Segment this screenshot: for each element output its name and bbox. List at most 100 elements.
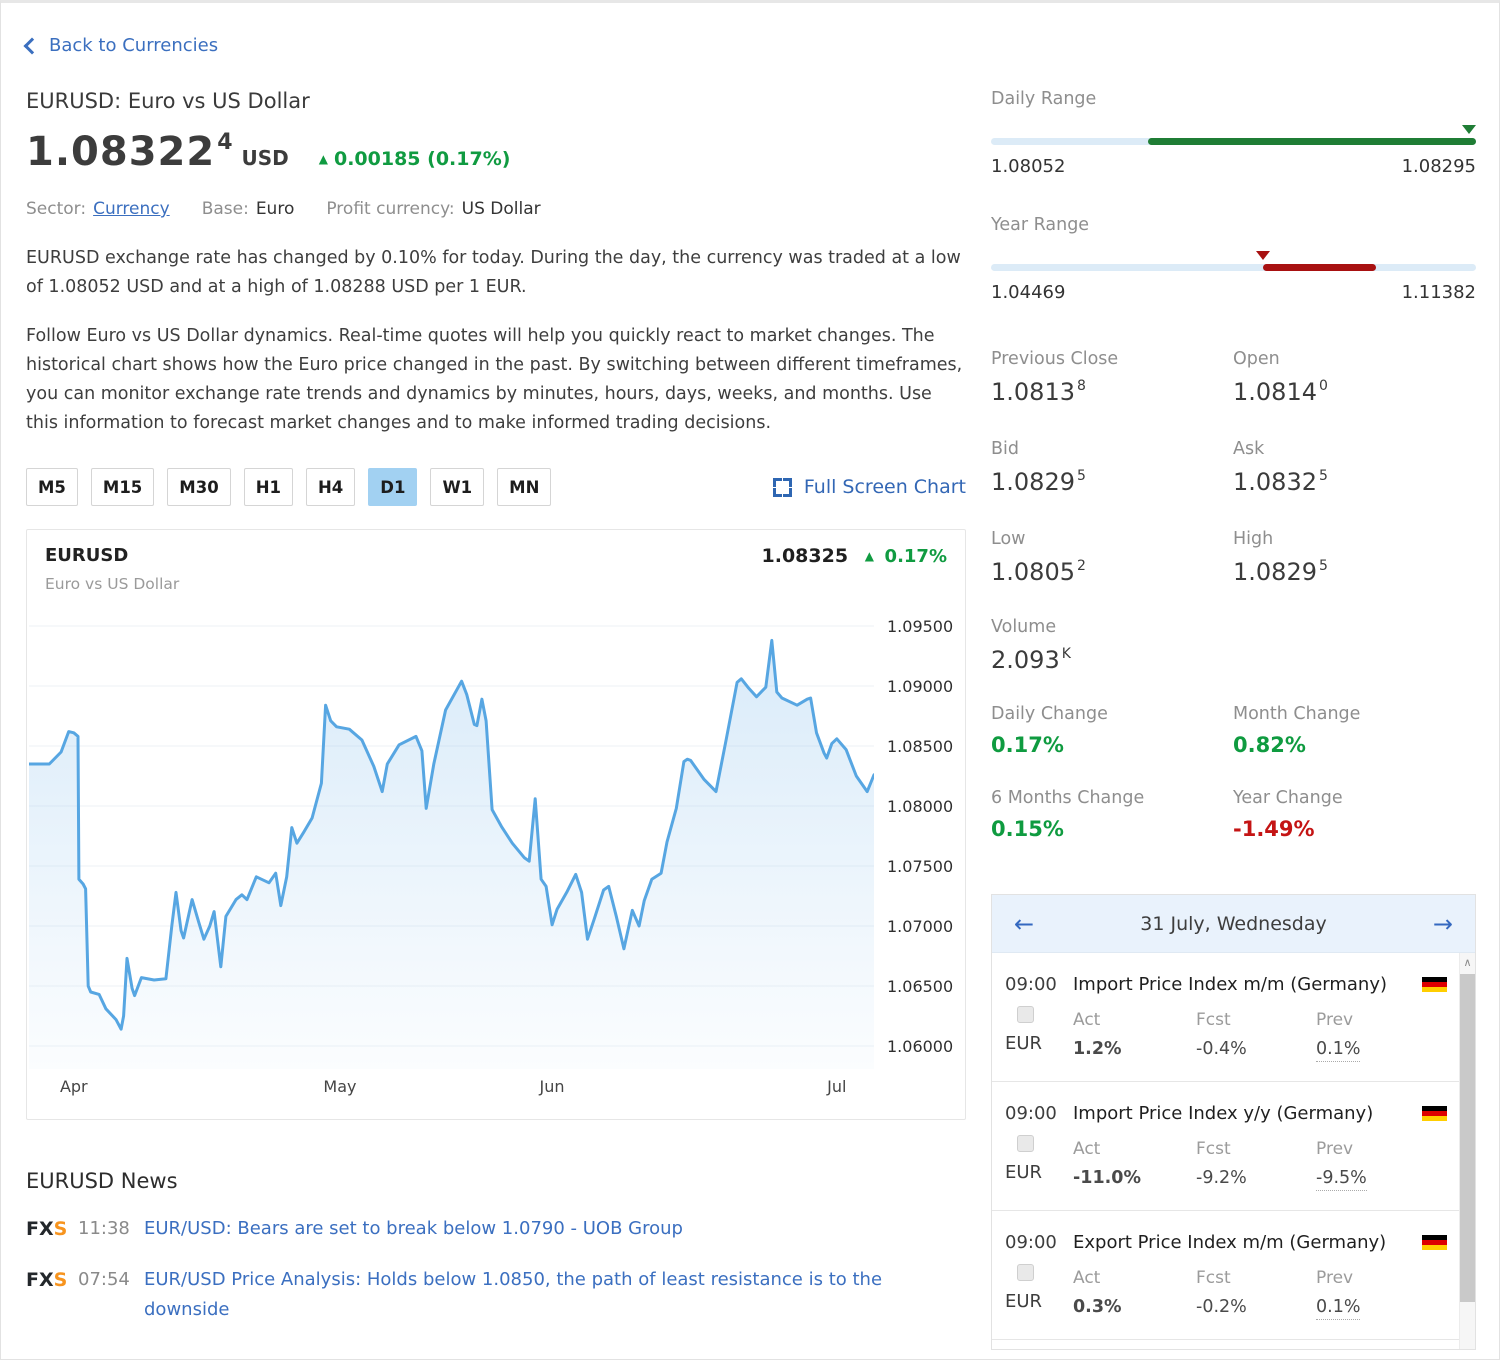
timeframe-button-h4[interactable]: H4	[305, 468, 356, 506]
timeframe-toolbar: M5 M15 M30 H1 H4 D1 W1 MN Full Screen Chart	[26, 468, 966, 506]
y-axis-label: 1.06500	[887, 977, 954, 996]
calendar-event-row: 09:00 EUR Export Price Index m/m (Germany)…	[992, 1211, 1459, 1340]
event-currency: EUR	[1005, 1291, 1043, 1312]
stat-label: Volume	[991, 617, 1057, 637]
calendar-event-list: 09:00 EUR Import Price Index m/m (Germany)…	[992, 953, 1475, 1349]
event-checkbox[interactable]	[1017, 1264, 1034, 1281]
change-cell: Daily Change 0.17%	[991, 704, 1233, 757]
daily-range-slider	[991, 125, 1476, 145]
news-item: FXS 11:38 EUR/USD: Bears are set to break …	[26, 1214, 966, 1244]
year-range-low: 1.04469	[991, 282, 1066, 303]
event-actual-value: 0.3%	[1073, 1297, 1122, 1317]
daily-range-marker-icon	[1461, 125, 1476, 134]
event-body: Import Price Index m/m (Germany) Act Fcst P…	[1073, 974, 1453, 1062]
calendar-event-row: 09:00 EUR Import Price Index y/y (Germany)…	[992, 1082, 1459, 1211]
meta-sector: Sector: Currency	[26, 199, 170, 219]
daily-range-high: 1.08295	[1401, 156, 1476, 177]
sector-link[interactable]: Currency	[93, 199, 170, 219]
event-col-header: Fcst	[1196, 1139, 1231, 1159]
event-meta: 09:00 EUR	[1005, 1232, 1073, 1317]
stat-cell: Previous Close 1.0813 8	[991, 349, 1233, 406]
stat-value: 1.0832 5	[1233, 468, 1328, 496]
news-heading: EURUSD News	[26, 1169, 178, 1193]
event-body: Export Price Index m/m (Germany) Act Fcst P…	[1073, 1232, 1453, 1320]
event-actual-value: -11.0%	[1073, 1168, 1141, 1188]
timeframe-button-m30[interactable]: M30	[167, 468, 231, 506]
news-time: 07:54	[78, 1269, 130, 1290]
y-axis-label: 1.09000	[887, 677, 954, 696]
event-time: 09:00	[1005, 1103, 1057, 1124]
change-label: 6 Months Change	[991, 788, 1145, 808]
event-forecast-value: -0.4%	[1196, 1039, 1247, 1059]
news-time: 11:38	[78, 1218, 130, 1239]
event-values: Act Fcst Prev 1.2% -0.4% 0.1%	[1073, 1010, 1453, 1062]
news-headline-link[interactable]: EUR/USD Price Analysis: Holds below 1.08…	[144, 1269, 883, 1320]
timeframe-button-h1[interactable]: H1	[243, 468, 293, 506]
arrow-up-icon: ▲	[318, 152, 328, 166]
timeframe-button-d1[interactable]: D1	[368, 468, 418, 506]
volume-block: Volume 2.093 K	[991, 617, 1476, 674]
calendar-scrollbar[interactable]: ∧	[1459, 953, 1475, 1349]
y-axis-label: 1.08500	[887, 737, 954, 756]
scrollbar-thumb[interactable]	[1460, 974, 1475, 1302]
news-source-logo: FXS	[26, 1218, 68, 1240]
stat-value: 1.0829 5	[1233, 558, 1328, 586]
stat-cell: Low 1.0805 2	[991, 529, 1233, 586]
y-axis-label: 1.07500	[887, 857, 954, 876]
stat-value: 1.0829 5	[991, 468, 1086, 496]
germany-flag-icon	[1422, 1235, 1447, 1250]
back-link[interactable]: Back to Currencies	[23, 35, 218, 56]
event-previous-value: 0.1%	[1316, 1297, 1453, 1320]
stat-label: Open	[1233, 349, 1280, 369]
x-axis-label: Jul	[827, 1077, 847, 1096]
stat-cell: Open 1.0814 0	[1233, 349, 1476, 406]
timeframe-button-m5[interactable]: M5	[26, 468, 78, 506]
price-currency: USD	[241, 146, 289, 170]
event-checkbox[interactable]	[1017, 1135, 1034, 1152]
event-forecast-value: -0.2%	[1196, 1297, 1247, 1317]
news-list: FXS 11:38 EUR/USD: Bears are set to break …	[26, 1214, 966, 1325]
x-axis-label: Jun	[539, 1077, 565, 1096]
scroll-up-icon[interactable]: ∧	[1463, 956, 1472, 969]
y-axis-label: 1.09500	[887, 617, 954, 636]
y-axis-label: 1.07000	[887, 917, 954, 936]
year-range-slider	[991, 251, 1476, 271]
y-axis-label: 1.06000	[887, 1037, 954, 1056]
year-range-label: Year Range	[991, 215, 1090, 235]
event-previous-value: 0.1%	[1316, 1039, 1453, 1062]
stat-label: High	[1233, 529, 1274, 549]
event-checkbox[interactable]	[1017, 1006, 1034, 1023]
stats-grid: Previous Close 1.0813 8 Open 1.0814 0 Bid 1.082…	[991, 349, 1476, 586]
year-range-high: 1.11382	[1401, 282, 1476, 303]
chart-current-price: 1.08325	[761, 545, 849, 567]
change-label: Year Change	[1233, 788, 1343, 808]
calendar-event-row: 09:00 EUR Import Price Index m/m (Germany)…	[992, 953, 1459, 1082]
price-chart-card: EURUSD Euro vs US Dollar 1.08325 ▲ 0.17%…	[26, 529, 966, 1120]
news-item: FXS 07:54 EUR/USD Price Analysis: Holds be…	[26, 1265, 966, 1325]
timeframe-button-mn[interactable]: MN	[497, 468, 552, 506]
page-title: EURUSD: Euro vs US Dollar	[26, 89, 310, 113]
economic-calendar: ← 31 July, Wednesday → 09:00 EUR Import Pr…	[991, 894, 1476, 1350]
fullscreen-chart-link[interactable]: Full Screen Chart	[772, 476, 966, 498]
calendar-prev-day-icon[interactable]: ←	[1014, 909, 1035, 938]
year-range-block: Year Range 1.04469 1.11382	[991, 215, 1476, 303]
change-cell: Year Change -1.49%	[1233, 788, 1476, 841]
calendar-header: ← 31 July, Wednesday →	[992, 895, 1475, 953]
stat-label: Previous Close	[991, 349, 1119, 369]
year-range-fill	[1263, 264, 1377, 271]
event-forecast-value: -9.2%	[1196, 1168, 1247, 1188]
stat-label: Low	[991, 529, 1026, 549]
timeframe-button-m15[interactable]: M15	[90, 468, 155, 506]
stat-value: 1.0813 8	[991, 378, 1086, 406]
germany-flag-icon	[1422, 1106, 1447, 1121]
change-value: 0.82%	[1233, 733, 1306, 757]
stat-label: Ask	[1233, 439, 1265, 459]
news-headline-link[interactable]: EUR/USD: Bears are set to break below 1.…	[144, 1218, 683, 1239]
chart-plot-area[interactable]: 1.09500 1.09000 1.08500 1.08000 1.07500 1.070…	[27, 599, 965, 1104]
event-meta: 09:00 EUR	[1005, 1103, 1073, 1188]
event-currency: EUR	[1005, 1033, 1043, 1054]
event-body: Import Price Index y/y (Germany) Act Fcst P…	[1073, 1103, 1453, 1191]
timeframe-button-w1[interactable]: W1	[430, 468, 485, 506]
current-price: 1.083224	[26, 129, 234, 175]
calendar-next-day-icon[interactable]: →	[1432, 909, 1453, 938]
